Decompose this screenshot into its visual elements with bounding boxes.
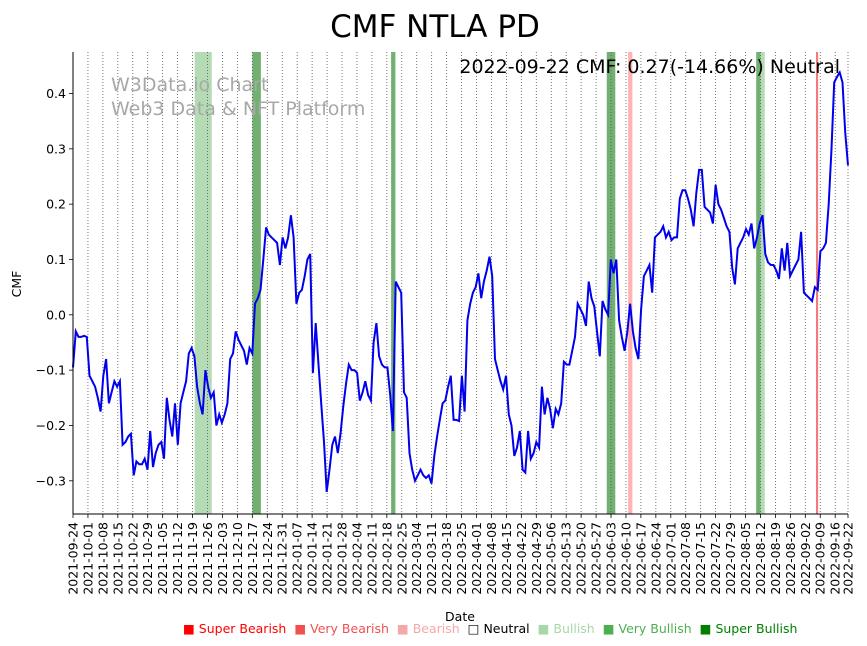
x-tick-label: 2022-05-20 — [574, 522, 589, 595]
y-tick-label: −0.2 — [36, 418, 66, 433]
grid-lines — [72, 52, 849, 514]
shaded-region-bearish — [628, 52, 633, 514]
x-tick-label: 2021-12-10 — [230, 522, 245, 595]
x-tick-label: 2021-12-31 — [275, 522, 290, 595]
x-tick-label: 2021-10-15 — [110, 522, 125, 595]
x-tick-label: 2022-05-13 — [559, 522, 574, 595]
shaded-region-very-bullish — [391, 52, 396, 514]
y-tick-label: 0.2 — [46, 197, 66, 212]
x-tick-label: 2022-08-12 — [753, 522, 768, 595]
y-tick-label: 0.4 — [46, 86, 66, 101]
y-tick-label: 0.1 — [46, 252, 66, 267]
shaded-region-very-bullish — [252, 52, 261, 514]
shaded-region-very-bearish — [815, 52, 819, 514]
latest-value-annotation: 2022-09-22 CMF: 0.27(-14.66%) Neutral — [459, 56, 840, 78]
x-tick-label: 2022-03-04 — [409, 522, 424, 595]
x-tick-label: 2022-03-25 — [454, 522, 469, 595]
y-tick-label: −0.1 — [36, 363, 66, 378]
legend-item-neutral: □ Neutral — [468, 621, 530, 636]
x-tick-label: 2021-11-26 — [200, 522, 215, 595]
x-tick-label: 2022-08-05 — [738, 522, 753, 595]
legend-item-super-bullish: ■ Super Bullish — [700, 621, 798, 636]
y-axis-label: CMF — [9, 271, 24, 298]
x-ticks: 2021-09-24 2021-10-01 2021-10-08 2021-10-15… — [66, 514, 856, 595]
x-tick-label: 2022-01-14 — [305, 522, 320, 595]
legend-item-bullish: ■ Bullish — [538, 621, 595, 636]
shaded-region-bullish — [194, 52, 212, 514]
y-tick-label: 0.0 — [46, 307, 66, 322]
axes — [72, 52, 848, 515]
legend-item-very-bearish: ■ Very Bearish — [294, 621, 389, 636]
legend: ■ Super Bearish ■ Very Bearish ■ Bearish □ … — [183, 621, 797, 636]
x-tick-label: 2022-02-11 — [364, 522, 379, 595]
x-tick-label: 2022-04-08 — [484, 522, 499, 595]
x-axis-label: Date — [445, 609, 475, 624]
x-tick-label: 2022-04-01 — [469, 522, 484, 595]
legend-item-very-bullish: ■ Very Bullish — [603, 621, 692, 636]
y-tick-label: −0.3 — [36, 473, 66, 488]
x-tick-label: 2022-05-27 — [589, 522, 604, 595]
x-tick-label: 2022-04-22 — [514, 522, 529, 595]
x-tick-label: 2021-10-22 — [125, 522, 140, 595]
x-tick-label: 2022-04-29 — [529, 522, 544, 595]
x-tick-label: 2021-11-19 — [185, 522, 200, 595]
x-tick-label: 2022-04-15 — [499, 522, 514, 595]
x-tick-label: 2022-09-16 — [828, 522, 843, 595]
watermark-line-1: W3Data.io Chart — [111, 74, 268, 96]
x-tick-label: 2022-01-21 — [320, 522, 335, 595]
x-tick-label: 2022-03-11 — [424, 522, 439, 595]
x-tick-label: 2021-12-17 — [245, 522, 260, 595]
x-tick-label: 2022-03-18 — [439, 522, 454, 595]
x-tick-label: 2022-09-09 — [813, 522, 828, 595]
x-tick-label: 2022-05-06 — [544, 522, 559, 595]
x-tick-label: 2022-07-08 — [678, 522, 693, 595]
x-tick-label: 2022-07-15 — [693, 522, 708, 595]
cmf-series-line — [72, 70, 849, 493]
x-tick-label: 2021-12-03 — [215, 522, 230, 595]
x-tick-label: 2022-06-17 — [633, 522, 648, 595]
y-ticks: −0.3 −0.2 −0.1 0.0 0.1 0.2 0.3 0.4 — [36, 86, 73, 488]
y-tick-label: 0.3 — [46, 141, 66, 156]
x-tick-label: 2022-07-01 — [663, 522, 678, 595]
watermark-line-2: Web3 Data & NFT Platform — [111, 98, 365, 120]
x-tick-label: 2022-06-03 — [604, 522, 619, 595]
x-tick-label: 2021-10-08 — [95, 522, 110, 595]
x-tick-label: 2021-10-01 — [80, 522, 95, 595]
x-tick-label: 2021-11-05 — [155, 522, 170, 595]
x-tick-label: 2022-08-26 — [783, 522, 798, 595]
x-tick-label: 2021-12-24 — [260, 522, 275, 595]
x-tick-label: 2022-07-22 — [708, 522, 723, 595]
x-tick-label: 2022-02-18 — [379, 522, 394, 595]
shaded-region-bullish — [760, 52, 765, 514]
x-tick-label: 2022-09-22 — [841, 522, 856, 595]
x-tick-label: 2022-02-04 — [349, 522, 364, 595]
x-tick-label: 2022-08-19 — [768, 522, 783, 595]
x-tick-label: 2022-01-07 — [290, 522, 305, 595]
x-tick-label: 2022-02-25 — [394, 522, 409, 595]
shaded-region-very-bullish — [756, 52, 761, 514]
x-tick-label: 2022-07-29 — [723, 522, 738, 595]
x-tick-label: 2022-01-28 — [335, 522, 350, 595]
x-tick-label: 2021-10-29 — [140, 522, 155, 595]
x-tick-label: 2021-11-12 — [170, 522, 185, 595]
legend-item-bearish: ■ Bearish — [397, 621, 460, 636]
x-tick-label: 2022-06-10 — [618, 522, 633, 595]
x-tick-label: 2022-06-24 — [648, 522, 663, 595]
x-tick-label: 2022-09-02 — [798, 522, 813, 595]
x-tick-label: 2021-09-24 — [66, 522, 81, 595]
legend-item-super-bearish: ■ Super Bearish — [183, 621, 286, 636]
chart-title: CMF NTLA PD — [330, 9, 540, 45]
